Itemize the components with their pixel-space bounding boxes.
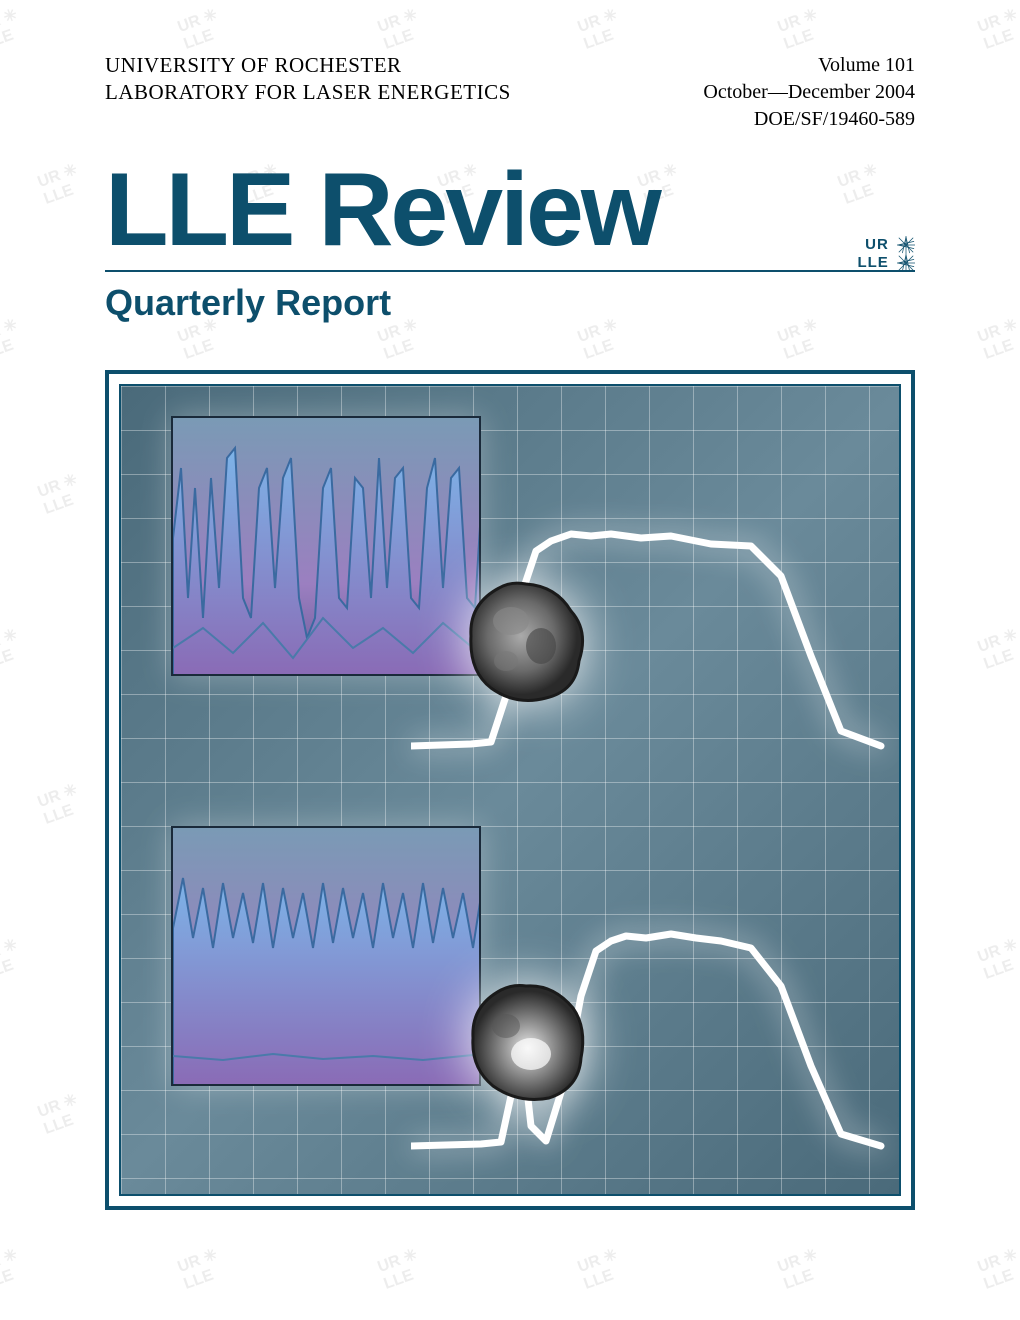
watermark-stamp: UR ✳LLE [0,934,26,984]
watermark-stamp: UR ✳LLE [975,624,1020,674]
institution-line-1: UNIVERSITY OF ROCHESTER [105,52,511,79]
title-rule [105,270,915,272]
institution-line-2: LABORATORY FOR LASER ENERGETICS [105,79,511,106]
starburst-icon [897,236,915,254]
implosion-core-top [461,576,591,706]
logo-line-1: UR [865,236,889,253]
watermark-stamp: UR ✳LLE [35,1089,86,1139]
volume-number: Volume 101 [703,52,915,79]
watermark-stamp: UR ✳LLE [975,4,1020,54]
watermark-stamp: UR ✳LLE [175,1244,226,1294]
cover-figure [119,384,901,1196]
publication-title: LLE Review [105,158,915,262]
logo-line-2: LLE [857,254,888,271]
watermark-stamp: UR ✳LLE [575,1244,626,1294]
watermark-stamp: UR ✳LLE [35,469,86,519]
watermark-stamp: UR ✳LLE [975,1244,1020,1294]
watermark-stamp: UR ✳LLE [775,1244,826,1294]
cover-figure-frame [105,370,915,1210]
implosion-core-bottom [461,976,591,1106]
header-institution: UNIVERSITY OF ROCHESTER LABORATORY FOR L… [105,52,511,107]
report-number: DOE/SF/19460-589 [703,106,915,133]
watermark-stamp: UR ✳LLE [35,159,86,209]
starburst-icon [897,254,915,272]
watermark-stamp: UR ✳LLE [0,314,26,364]
watermark-stamp: UR ✳LLE [575,4,626,54]
watermark-stamp: UR ✳LLE [0,4,26,54]
watermark-stamp: UR ✳LLE [35,779,86,829]
watermark-stamp: UR ✳LLE [0,624,26,674]
watermark-stamp: UR ✳LLE [975,934,1020,984]
watermark-stamp: UR ✳LLE [0,1244,26,1294]
publication-subtitle: Quarterly Report [105,282,915,324]
title-block: LLE Review Quarterly Report [105,158,915,324]
watermark-stamp: UR ✳LLE [375,1244,426,1294]
watermark-stamp: UR ✳LLE [375,4,426,54]
date-range: October—December 2004 [703,79,915,106]
watermark-stamp: UR ✳LLE [175,4,226,54]
watermark-stamp: UR ✳LLE [775,4,826,54]
header-issue-info: Volume 101 October—December 2004 DOE/SF/… [703,52,915,133]
lle-logo: UR LLE [857,236,915,272]
header: UNIVERSITY OF ROCHESTER LABORATORY FOR L… [105,52,915,133]
watermark-stamp: UR ✳LLE [975,314,1020,364]
